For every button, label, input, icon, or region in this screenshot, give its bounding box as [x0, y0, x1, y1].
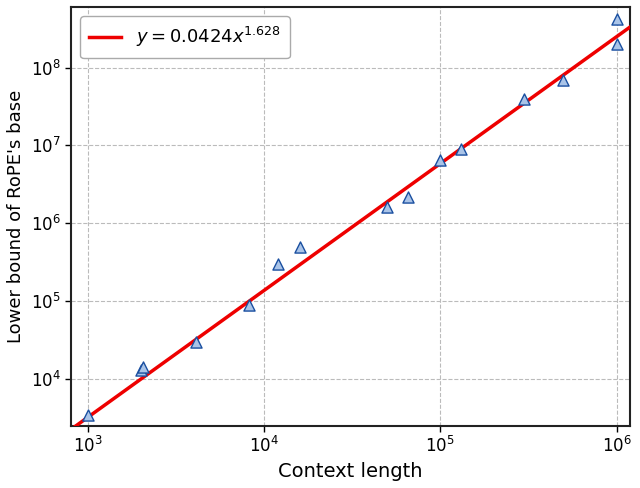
Point	[273, 260, 284, 268]
$y = 0.0424x^{1.628}$	[400, 187, 408, 193]
X-axis label: Context length: Context length	[278, 462, 423, 481]
Point	[435, 156, 445, 164]
$y = 0.0424x^{1.628}$	[613, 34, 621, 40]
Point	[403, 193, 413, 201]
Point	[191, 338, 201, 346]
Point	[83, 411, 93, 419]
Point	[136, 366, 146, 374]
$y = 0.0424x^{1.628}$	[67, 427, 75, 432]
$y = 0.0424x^{1.628}$	[333, 235, 340, 241]
Point	[611, 40, 621, 48]
Point	[382, 203, 392, 211]
Point	[138, 363, 148, 370]
$y = 0.0424x^{1.628}$	[525, 97, 533, 102]
Line: $y = 0.0424x^{1.628}$: $y = 0.0424x^{1.628}$	[71, 27, 630, 429]
Point	[456, 145, 466, 153]
$y = 0.0424x^{1.628}$	[627, 24, 634, 30]
Point	[611, 15, 621, 23]
Y-axis label: Lower bound of RoPE's base: Lower bound of RoPE's base	[7, 90, 25, 343]
$y = 0.0424x^{1.628}$	[370, 208, 378, 214]
Point	[244, 301, 254, 309]
Point	[558, 76, 568, 83]
$y = 0.0424x^{1.628}$	[336, 233, 344, 239]
Legend: $y = 0.0424x^{1.628}$: $y = 0.0424x^{1.628}$	[80, 16, 290, 58]
Point	[295, 243, 305, 251]
Point	[519, 95, 529, 102]
